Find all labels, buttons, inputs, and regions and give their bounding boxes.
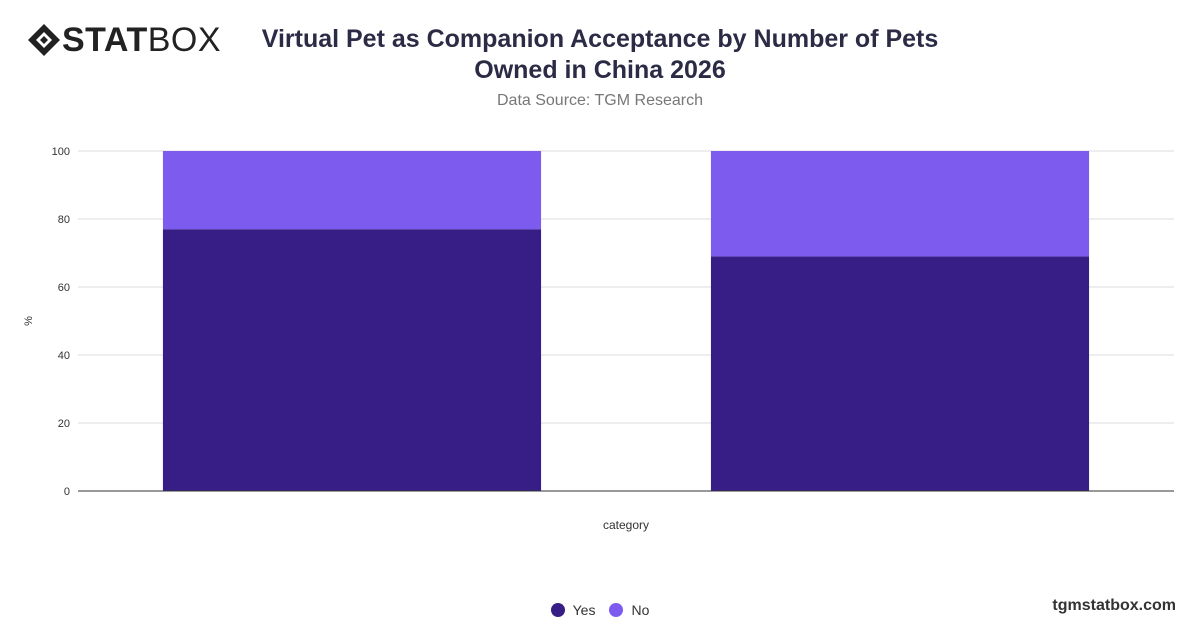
y-tick-label: 40 xyxy=(58,350,70,362)
y-tick-label: 80 xyxy=(58,214,70,226)
diamond-logo-icon xyxy=(28,24,60,56)
y-tick-label: 20 xyxy=(58,418,70,430)
bar-no-0[interactable] xyxy=(162,151,542,230)
bar-yes-0[interactable] xyxy=(162,229,542,491)
watermark: tgmstatbox.com xyxy=(1052,597,1176,614)
y-axis-ticks: 0 20 40 60 80 100 xyxy=(52,146,70,498)
statbox-logo: STATBOX xyxy=(26,22,221,58)
bar-no-1[interactable] xyxy=(710,151,1090,257)
chart-title: Virtual Pet as Companion Acceptance by N… xyxy=(261,25,939,84)
y-axis-label: % xyxy=(23,316,35,326)
bars xyxy=(162,151,1090,491)
y-tick-label: 60 xyxy=(58,282,70,294)
logo-stat-text: STAT xyxy=(62,21,148,59)
y-tick-label: 100 xyxy=(52,146,70,158)
legend-label: No xyxy=(631,602,650,618)
legend: Yes No xyxy=(0,602,1200,618)
legend-item-yes[interactable]: Yes xyxy=(550,602,596,618)
legend-label: Yes xyxy=(572,602,596,618)
legend-swatch xyxy=(550,603,565,617)
legend-swatch xyxy=(609,603,624,617)
legend-item-no[interactable]: No xyxy=(609,602,649,618)
logo-wordmark: STATBOX xyxy=(62,23,221,57)
chart-subtitle: Data Source: TGM Research xyxy=(496,92,703,109)
x-axis-label: category xyxy=(603,518,649,532)
bar-yes-1[interactable] xyxy=(710,256,1090,491)
logo-box-text: BOX xyxy=(147,21,222,59)
y-tick-label: 0 xyxy=(64,486,70,498)
